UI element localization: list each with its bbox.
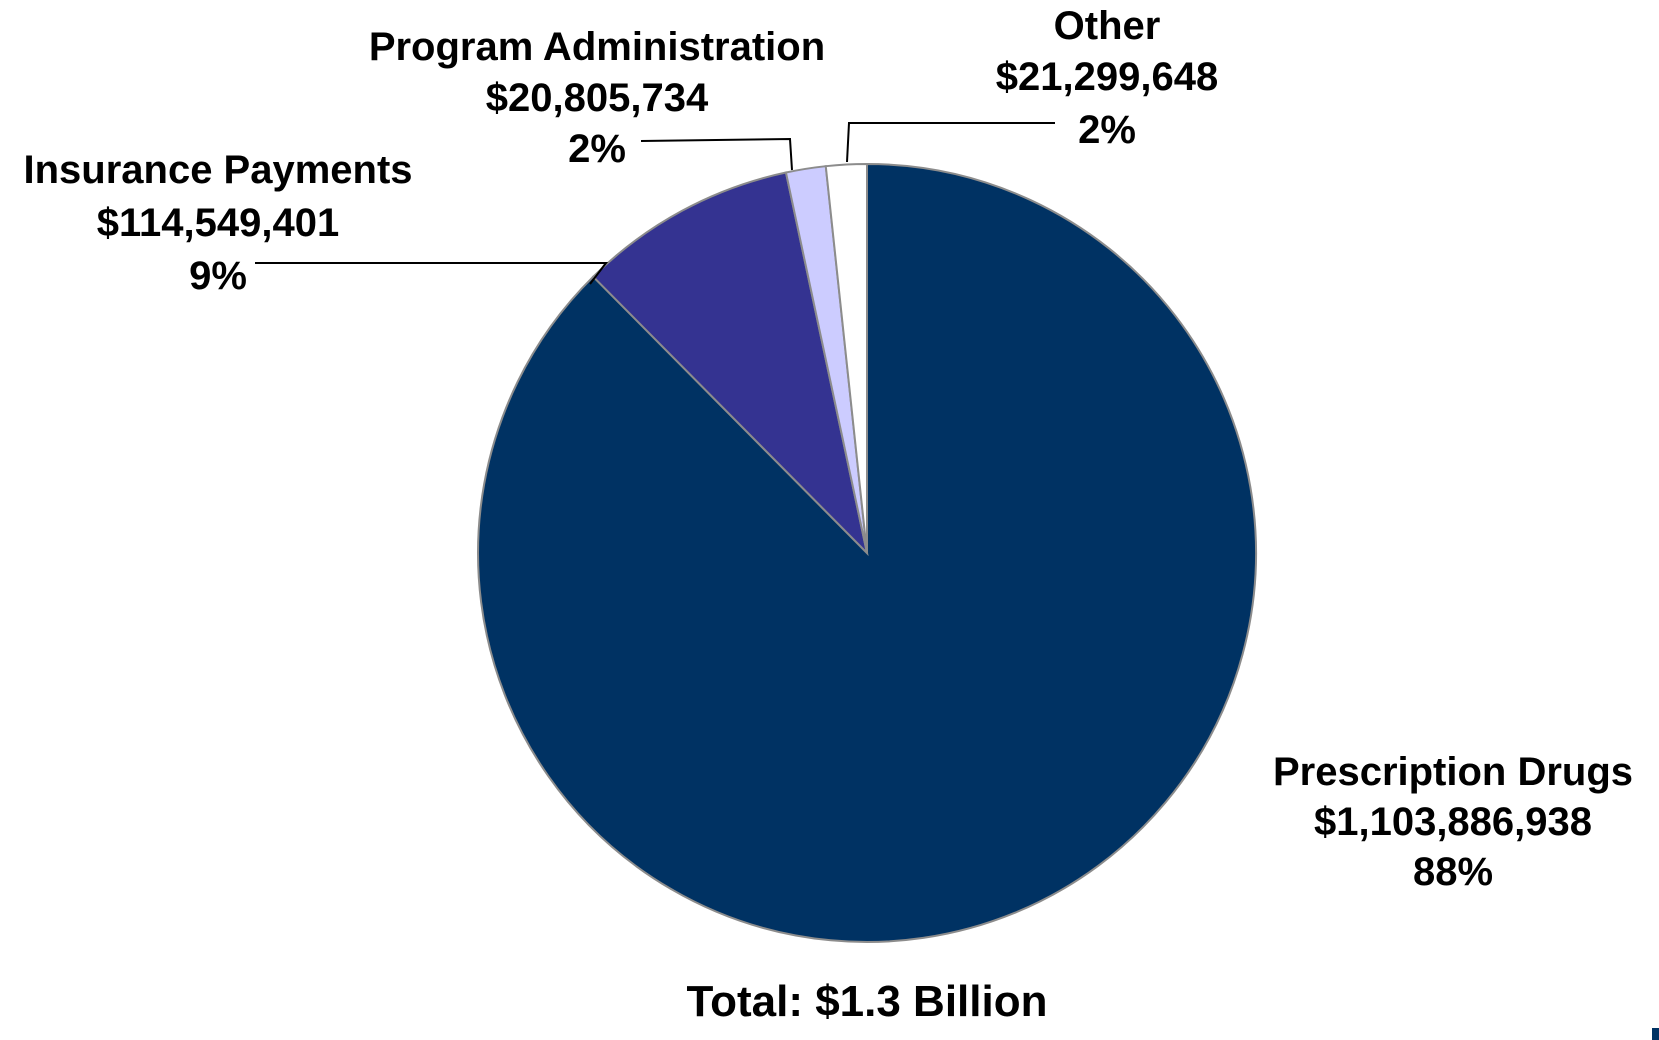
label-prescription-drugs-name: Prescription Drugs	[1273, 750, 1633, 794]
label-insurance-payments-amount: $114,549,401	[97, 201, 339, 245]
label-program-administration-amount: $20,805,734	[486, 76, 709, 120]
label-program-administration-name: Program Administration	[369, 25, 825, 69]
total-label: Total: $1.3 Billion	[686, 977, 1047, 1026]
label-other-name: Other	[1054, 4, 1161, 48]
label-insurance-payments: Insurance Payments $114,549,401 9%	[23, 148, 412, 298]
label-insurance-payments-name: Insurance Payments	[23, 148, 412, 192]
label-program-administration-pct: 2%	[568, 127, 626, 171]
label-other-amount: $21,299,648	[996, 55, 1218, 99]
leader-line-insurance-payments	[255, 262, 609, 285]
corner-mark	[1652, 1028, 1659, 1040]
label-prescription-drugs: Prescription Drugs $1,103,886,938 88%	[1273, 750, 1633, 894]
label-other: Other $21,299,648 2%	[996, 4, 1218, 152]
label-other-pct: 2%	[1078, 108, 1136, 152]
leader-line-other	[846, 122, 1055, 163]
leader-line-program-administration	[640, 137, 793, 171]
label-prescription-drugs-pct: 88%	[1413, 850, 1493, 894]
pie-slices	[477, 162, 1257, 943]
label-prescription-drugs-amount: $1,103,886,938	[1314, 800, 1592, 844]
pie-slice-other	[824, 162, 868, 554]
label-insurance-payments-pct: 9%	[189, 254, 247, 298]
label-program-administration: Program Administration $20,805,734 2%	[369, 25, 825, 171]
